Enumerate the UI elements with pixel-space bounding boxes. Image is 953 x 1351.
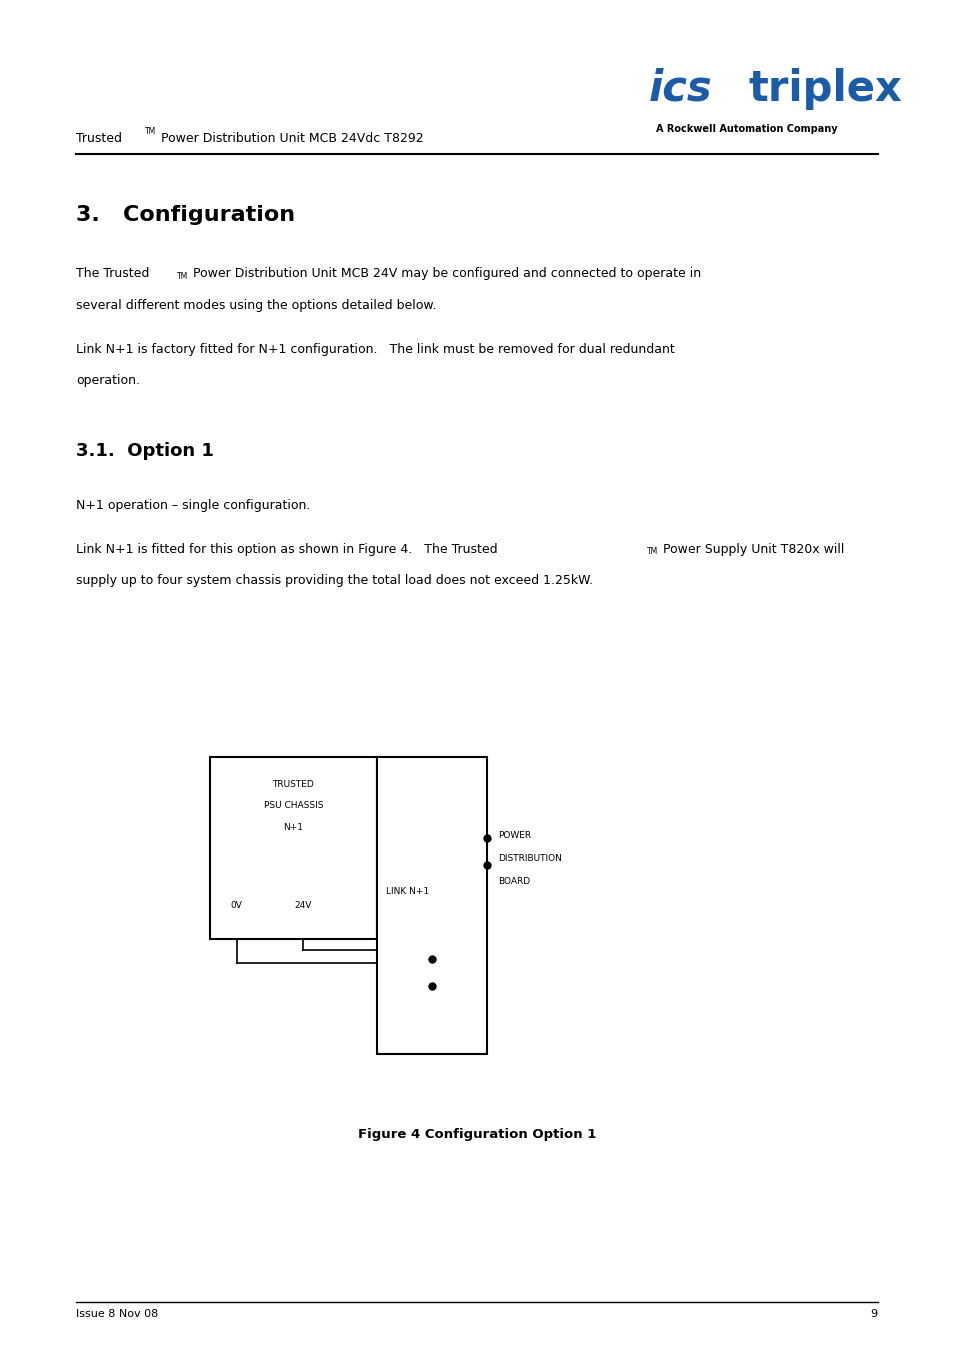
- Text: BOARD: BOARD: [497, 877, 530, 886]
- Text: 0V: 0V: [231, 901, 242, 911]
- Text: POWER: POWER: [497, 831, 531, 840]
- Text: several different modes using the options detailed below.: several different modes using the option…: [76, 299, 436, 312]
- Text: 3.1.  Option 1: 3.1. Option 1: [76, 442, 214, 459]
- Text: DISTRIBUTION: DISTRIBUTION: [497, 854, 561, 863]
- Text: Power Distribution Unit MCB 24Vdc T8292: Power Distribution Unit MCB 24Vdc T8292: [157, 131, 423, 145]
- Text: TM: TM: [176, 272, 188, 281]
- Text: Power Distribution Unit MCB 24V may be configured and connected to operate in: Power Distribution Unit MCB 24V may be c…: [189, 267, 700, 281]
- Text: 9: 9: [870, 1309, 877, 1319]
- Text: ics: ics: [648, 68, 712, 109]
- Text: A Rockwell Automation Company: A Rockwell Automation Company: [656, 124, 837, 134]
- Bar: [210, 757, 376, 939]
- Text: TRUSTED: TRUSTED: [273, 780, 314, 789]
- Text: Figure 4 Configuration Option 1: Figure 4 Configuration Option 1: [357, 1128, 596, 1142]
- Text: N+1 operation – single configuration.: N+1 operation – single configuration.: [76, 499, 311, 512]
- Text: 24V: 24V: [294, 901, 312, 911]
- Text: Issue 8 Nov 08: Issue 8 Nov 08: [76, 1309, 158, 1319]
- Text: Link N+1 is factory fitted for N+1 configuration.   The link must be removed for: Link N+1 is factory fitted for N+1 confi…: [76, 343, 675, 357]
- Text: N+1: N+1: [283, 823, 303, 832]
- Text: Power Supply Unit T820x will: Power Supply Unit T820x will: [659, 543, 843, 557]
- Text: triplex: triplex: [748, 68, 902, 109]
- Text: supply up to four system chassis providing the total load does not exceed 1.25kW: supply up to four system chassis providi…: [76, 574, 593, 588]
- Text: Trusted: Trusted: [76, 131, 122, 145]
- Text: LINK N+1: LINK N+1: [386, 888, 429, 896]
- Text: The Trusted: The Trusted: [76, 267, 150, 281]
- Text: PSU CHASSIS: PSU CHASSIS: [263, 801, 323, 811]
- Text: TM: TM: [646, 547, 658, 557]
- Text: operation.: operation.: [76, 374, 140, 388]
- Bar: [376, 757, 486, 1054]
- Text: TM: TM: [145, 127, 156, 136]
- Text: Link N+1 is fitted for this option as shown in Figure 4.   The Trusted: Link N+1 is fitted for this option as sh…: [76, 543, 497, 557]
- Text: 3.   Configuration: 3. Configuration: [76, 205, 295, 226]
